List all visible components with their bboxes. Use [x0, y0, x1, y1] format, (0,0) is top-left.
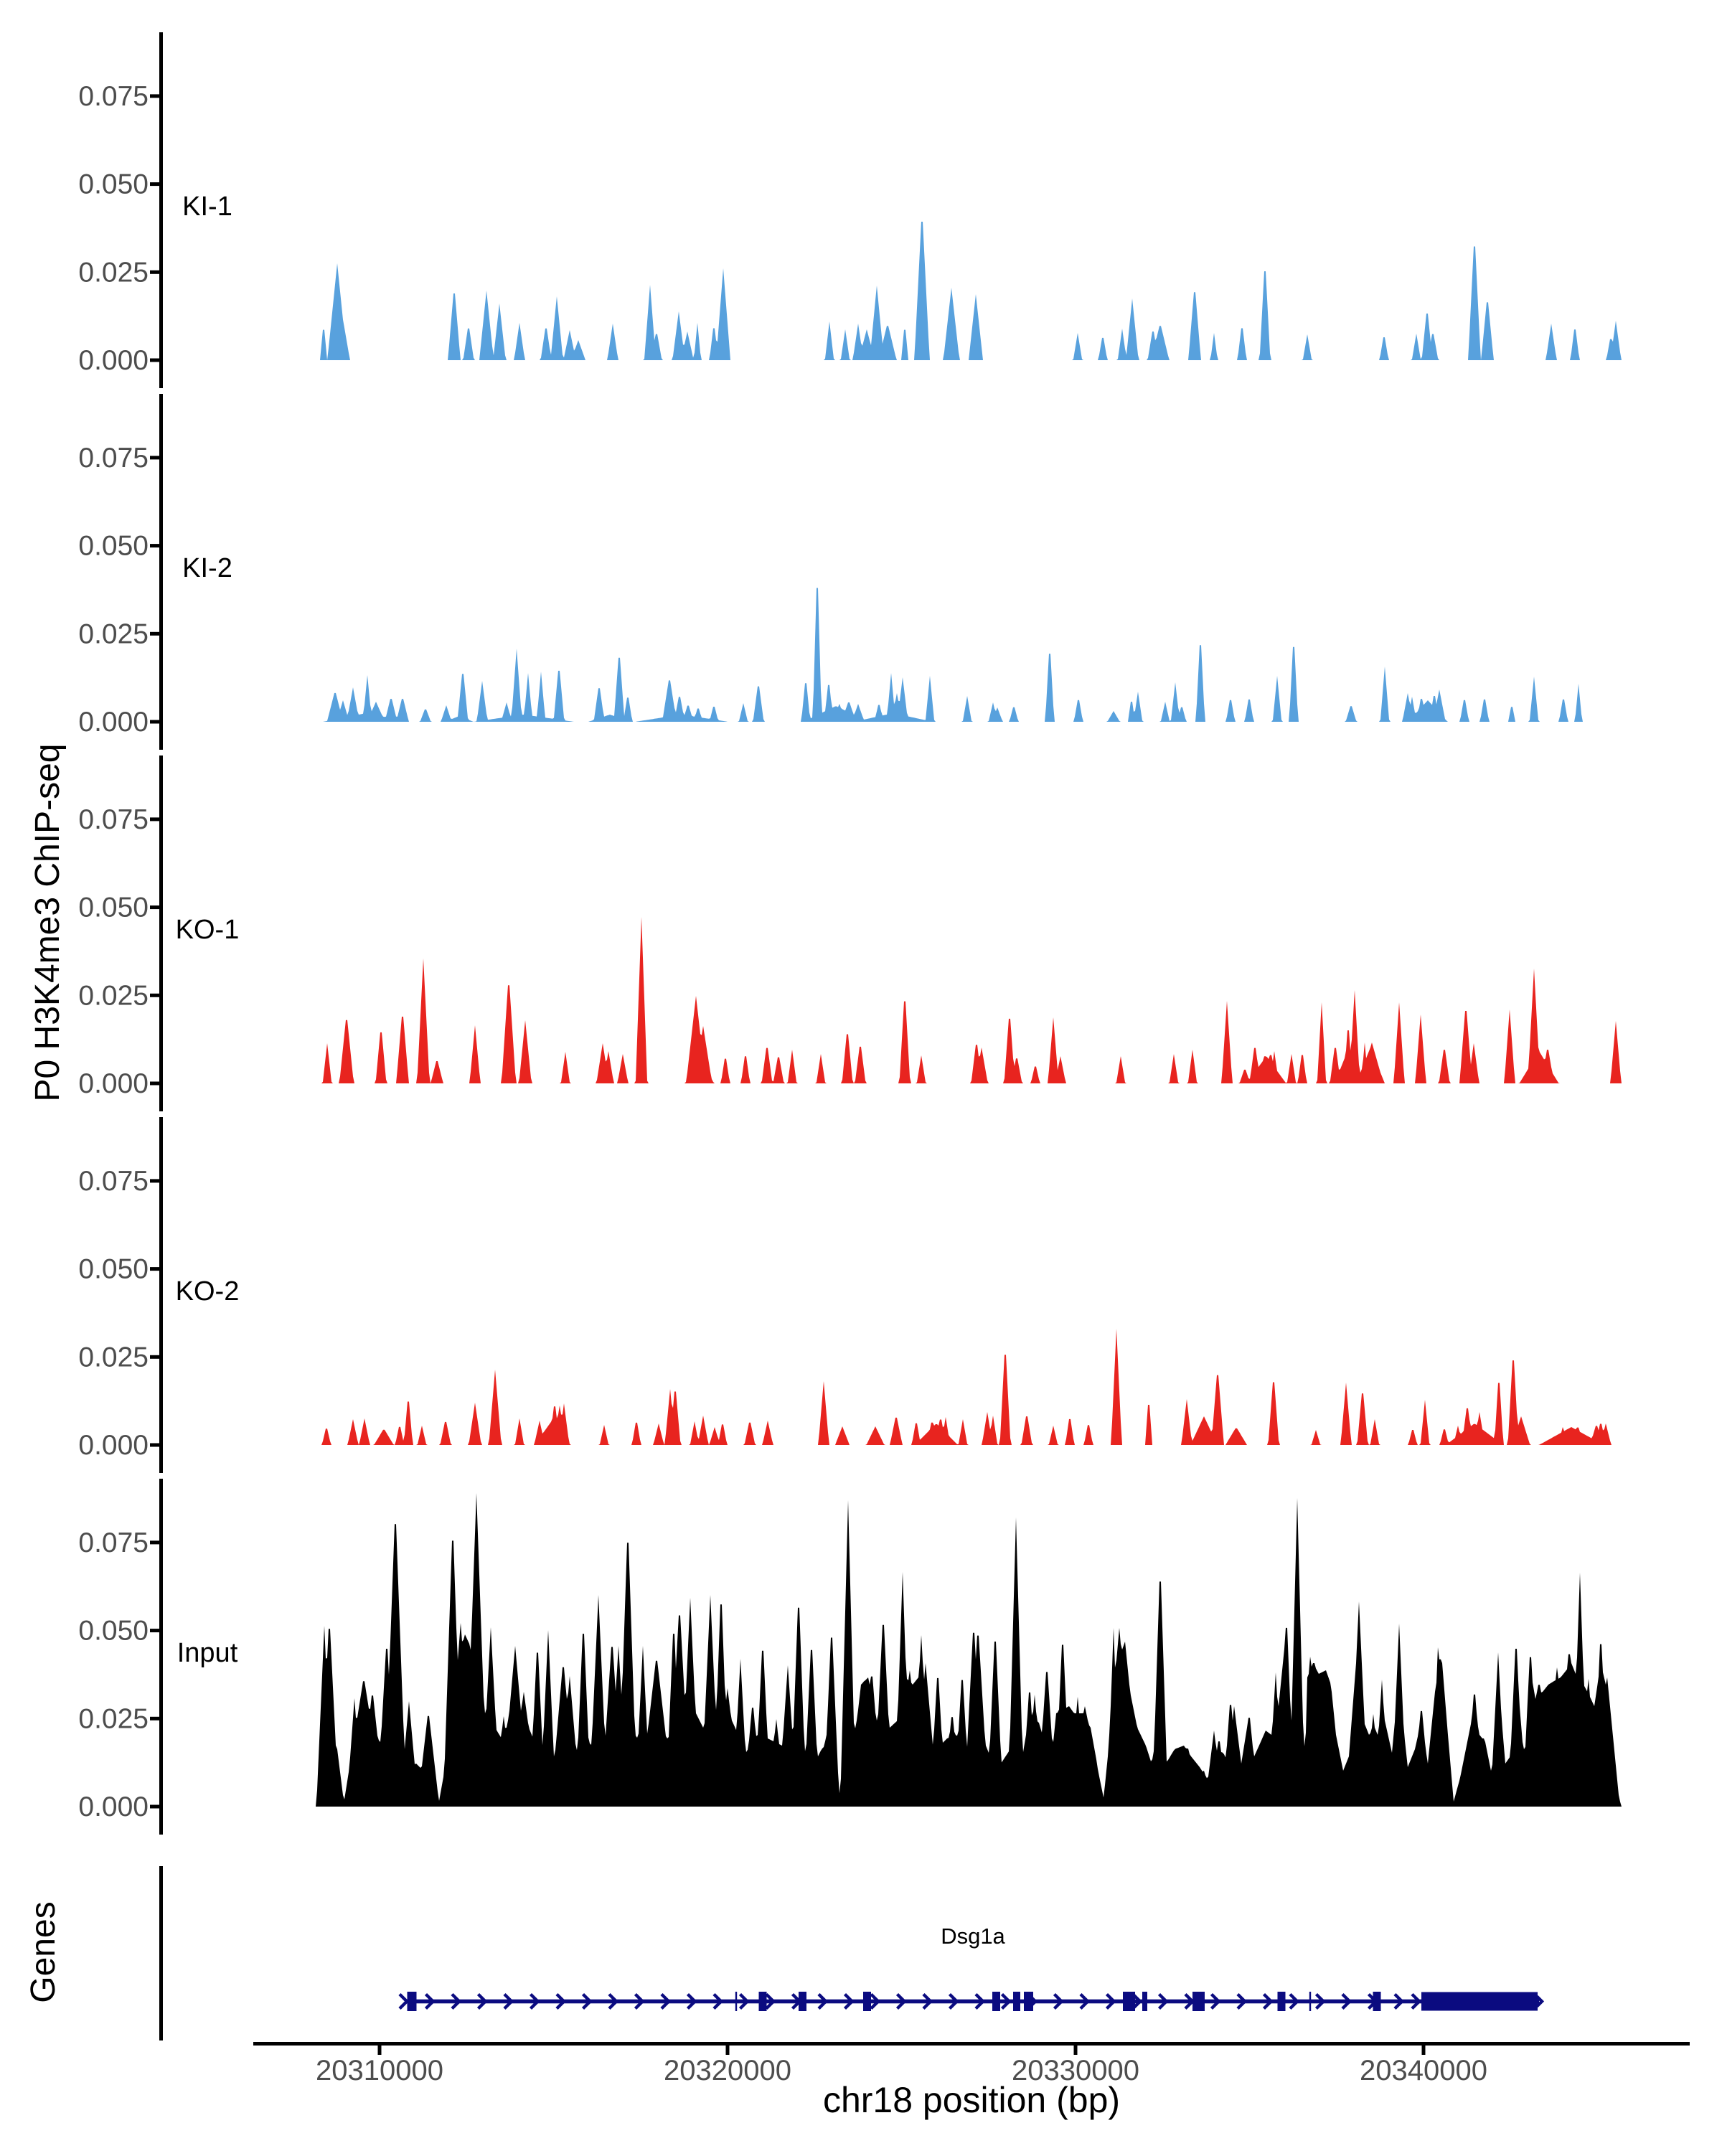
svg-text:0.025: 0.025 [78, 980, 149, 1011]
svg-text:0.075: 0.075 [78, 443, 149, 474]
svg-text:0.075: 0.075 [78, 804, 149, 835]
svg-text:20310000: 20310000 [316, 2055, 443, 2086]
svg-text:0.050: 0.050 [78, 893, 149, 923]
svg-text:20320000: 20320000 [664, 2055, 791, 2086]
svg-text:0.025: 0.025 [78, 1342, 149, 1373]
svg-text:KO-2: KO-2 [176, 1276, 240, 1307]
svg-text:0.025: 0.025 [78, 618, 149, 649]
svg-text:0.000: 0.000 [78, 345, 149, 376]
svg-text:0.000: 0.000 [78, 707, 149, 738]
svg-text:0.050: 0.050 [78, 531, 149, 562]
svg-text:0.025: 0.025 [78, 1703, 149, 1734]
svg-text:KO-1: KO-1 [176, 915, 240, 945]
svg-text:Dsg1a: Dsg1a [941, 1924, 1005, 1949]
svg-text:20340000: 20340000 [1360, 2055, 1487, 2086]
svg-text:0.075: 0.075 [78, 81, 149, 112]
svg-text:0.025: 0.025 [78, 257, 149, 288]
svg-text:KI-1: KI-1 [182, 192, 232, 222]
svg-text:KI-2: KI-2 [182, 553, 232, 583]
svg-text:0.000: 0.000 [78, 1068, 149, 1099]
svg-text:0.050: 0.050 [78, 1254, 149, 1285]
svg-text:0.050: 0.050 [78, 169, 149, 200]
svg-text:0.000: 0.000 [78, 1430, 149, 1461]
svg-text:0.050: 0.050 [78, 1616, 149, 1647]
svg-text:0.075: 0.075 [78, 1166, 149, 1197]
svg-text:P0 H3K4me3 ChIP-seq: P0 H3K4me3 ChIP-seq [29, 744, 67, 1102]
svg-text:Input: Input [177, 1638, 238, 1668]
svg-text:0.000: 0.000 [78, 1792, 149, 1822]
svg-text:Genes: Genes [24, 1901, 62, 2002]
svg-text:20330000: 20330000 [1012, 2055, 1139, 2086]
svg-text:chr18 position (bp): chr18 position (bp) [823, 2080, 1120, 2120]
svg-text:0.075: 0.075 [78, 1527, 149, 1558]
